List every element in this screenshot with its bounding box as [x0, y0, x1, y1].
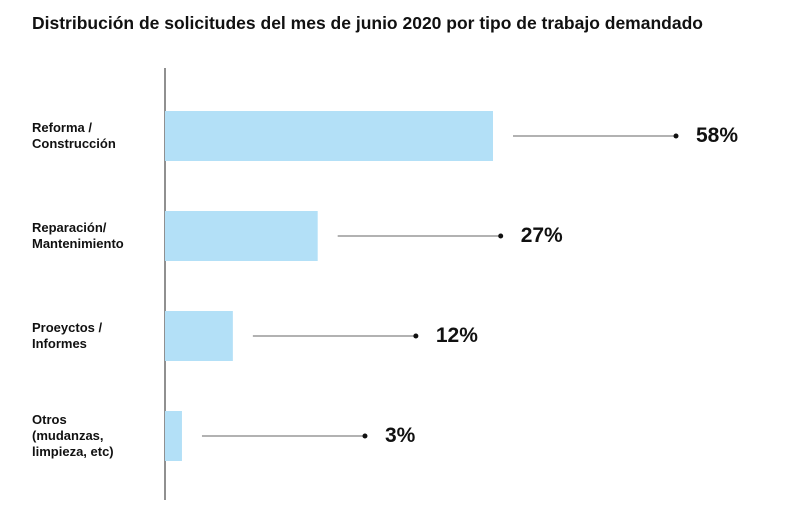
value-label: 58% [696, 124, 739, 147]
leader-dot [413, 333, 419, 339]
bar [165, 411, 182, 461]
y-tick-label: Reparación/ Mantenimiento [32, 220, 124, 251]
bar [165, 111, 493, 161]
bar [165, 211, 318, 261]
leader-dot [498, 233, 504, 239]
y-tick-label: Otros (mudanzas, limpieza, etc) [32, 412, 114, 459]
leader-dot [673, 133, 679, 139]
chart-title: Distribución de solicitudes del mes de j… [32, 13, 703, 33]
y-tick-label: Reforma / Construcción [32, 120, 116, 151]
leader-dot [362, 433, 368, 439]
value-label: 3% [384, 424, 416, 447]
bar [165, 311, 233, 361]
value-label: 12% [435, 324, 478, 347]
y-tick-label: Proeyctos / Informes [32, 320, 103, 351]
value-label: 27% [520, 224, 563, 247]
